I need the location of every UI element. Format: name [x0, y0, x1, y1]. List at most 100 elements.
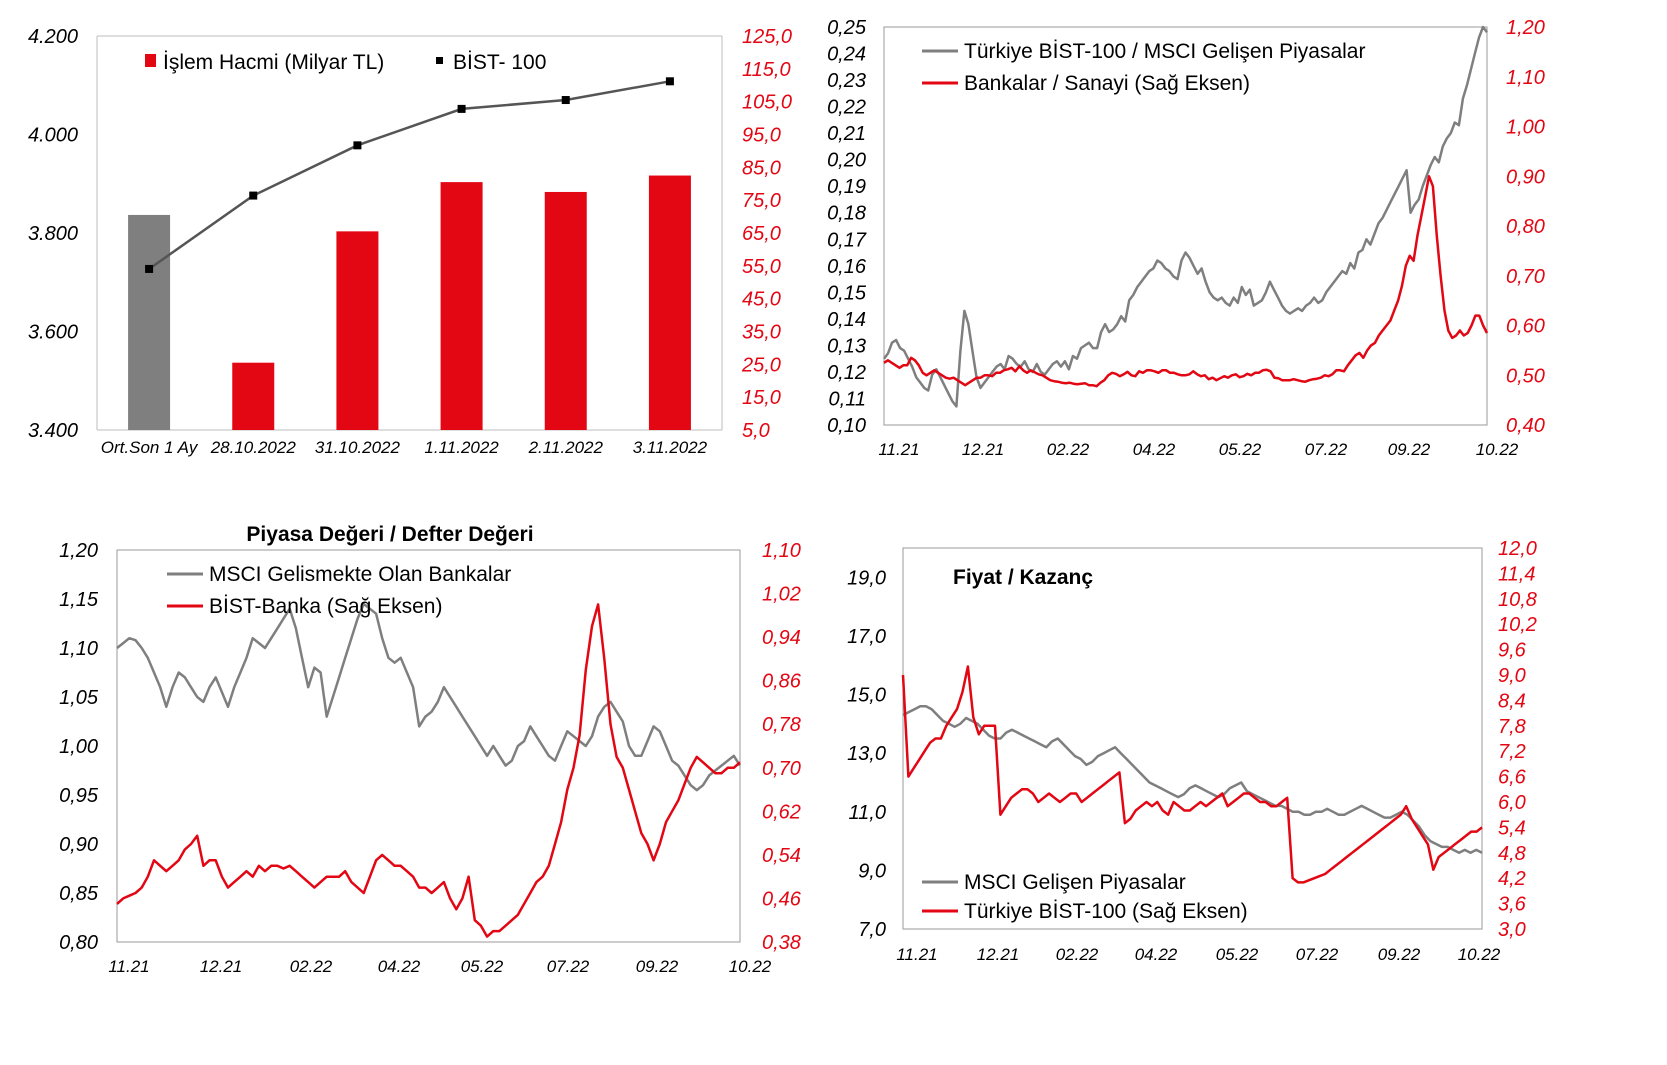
left-axis-tick: 0,18 — [827, 203, 866, 225]
right-axis-tick: 3,0 — [1498, 919, 1526, 941]
left-axis-tick: 9,0 — [858, 860, 886, 882]
right-axis-tick: 0,46 — [762, 888, 802, 910]
chart-islem-hacmi-bist100: 3.400 3.600 3.800 4.000 4.200 5,0 15,0 25,0 35,0… — [28, 26, 792, 457]
x-axis-tick: 12.21 — [200, 957, 243, 976]
x-axis-tick: 28.10.2022 — [210, 438, 297, 457]
line-msci-bankalar — [116, 602, 742, 792]
x-axis-tick: 1.11.2022 — [424, 438, 499, 457]
left-axis-tick: 3.600 — [28, 322, 78, 344]
legend-label: Türkiye BİST-100 / MSCI Gelişen Piyasala… — [964, 40, 1365, 63]
left-axis-tick: 0,80 — [59, 932, 98, 954]
line-bist-banka — [116, 603, 741, 938]
right-axis-tick: 8,4 — [1498, 690, 1526, 712]
right-axis-tick: 45,0 — [742, 289, 781, 311]
plot-frame — [116, 549, 741, 943]
right-axis-tick: 0,62 — [762, 801, 801, 823]
right-axis-tick: 1,02 — [762, 584, 801, 606]
right-axis-tick: 15,0 — [742, 387, 781, 409]
legend-swatch-bar — [145, 54, 156, 67]
right-axis-tick: 0,94 — [762, 627, 801, 649]
right-axis-tick: 9,6 — [1498, 640, 1527, 662]
right-axis-tick: 55,0 — [742, 256, 781, 278]
left-axis-tick: 0,22 — [827, 97, 866, 119]
x-axis-tick: 05.22 — [1219, 440, 1262, 459]
x-axis-tick: 09.22 — [1388, 440, 1431, 459]
right-axis-tick: 1,20 — [1506, 17, 1545, 39]
right-axis-tick: 65,0 — [742, 223, 781, 245]
x-axis-tick: 10.22 — [1476, 440, 1519, 459]
line-msci-gelisen-piyasalar — [902, 705, 1483, 855]
left-axis-tick: 0,14 — [827, 309, 866, 331]
right-axis-tick: 7,8 — [1498, 716, 1526, 738]
left-axis-tick: 0,24 — [827, 44, 866, 66]
left-axis-tick: 0,95 — [59, 785, 99, 807]
bar-islem-hacmi — [440, 182, 483, 430]
right-axis-tick: 1,00 — [1506, 117, 1545, 139]
right-axis-tick: 95,0 — [742, 125, 781, 147]
chart-piyasa-degeri-defter-degeri: Piyasa Değeri / Defter Değeri 0,80 0,85 0,9… — [59, 523, 802, 976]
bar-islem-hacmi — [544, 191, 587, 430]
left-axis-tick: 3.800 — [28, 223, 78, 245]
left-axis-tick: 17,0 — [847, 626, 886, 648]
left-axis-tick: 0,25 — [827, 17, 867, 39]
bar-islem-hacmi — [336, 231, 379, 430]
right-axis-tick: 0,38 — [762, 932, 801, 954]
right-axis-tick: 6,6 — [1498, 767, 1527, 789]
x-axis-tick: 11.21 — [108, 957, 149, 976]
x-axis-tick: 07.22 — [1296, 945, 1339, 964]
right-axis-tick: 4,2 — [1498, 868, 1526, 890]
x-axis-tick: 07.22 — [1305, 440, 1348, 459]
right-axis-tick: 0,40 — [1506, 415, 1545, 437]
right-axis-tick: 0,90 — [1506, 166, 1545, 188]
line-bankalar-sanayi — [883, 175, 1489, 388]
left-axis-tick: 1,10 — [59, 638, 98, 660]
x-axis-tick: 04.22 — [1135, 945, 1178, 964]
left-axis-tick: 0,90 — [59, 834, 98, 856]
left-axis-tick: 19,0 — [847, 567, 886, 589]
x-axis-tick: 12.21 — [977, 945, 1020, 964]
plot-frame — [902, 547, 1483, 930]
x-axis-tick: 09.22 — [636, 957, 679, 976]
right-axis-tick: 1,10 — [762, 540, 801, 562]
right-axis-tick: 0,70 — [1506, 266, 1545, 288]
x-axis-tick: 09.22 — [1378, 945, 1421, 964]
line-bist100-msci — [883, 25, 1488, 408]
legend-label: İşlem Hacmi (Milyar TL) — [163, 51, 384, 74]
legend-label: MSCI Gelismekte Olan Bankalar — [209, 563, 511, 586]
right-axis-tick: 25,0 — [741, 354, 781, 376]
left-axis-tick: 15,0 — [847, 685, 886, 707]
x-axis-tick: 04.22 — [1133, 440, 1176, 459]
x-axis-tick: Ort.Son 1 Ay — [101, 438, 199, 457]
x-axis-tick: 02.22 — [1047, 440, 1090, 459]
left-axis-tick: 0,17 — [827, 229, 867, 251]
x-axis-tick: 2.11.2022 — [528, 438, 604, 457]
x-axis-tick: 02.22 — [1056, 945, 1099, 964]
x-axis-tick: 31.10.2022 — [315, 438, 401, 457]
right-axis-tick: 115,0 — [742, 59, 791, 81]
right-axis-tick: 4,8 — [1498, 843, 1526, 865]
left-axis-tick: 1,05 — [59, 687, 99, 709]
right-axis-tick: 5,4 — [1498, 817, 1526, 839]
right-axis-tick: 105,0 — [742, 92, 792, 114]
left-axis-tick: 0,10 — [827, 415, 866, 437]
chart-title: Fiyat / Kazanç — [953, 566, 1093, 589]
left-axis-tick: 0,19 — [827, 176, 866, 198]
x-axis-tick: 05.22 — [461, 957, 504, 976]
left-axis-tick: 4.000 — [28, 125, 78, 147]
marker-bist-100 — [249, 191, 258, 200]
x-axis-tick: 11.21 — [896, 945, 937, 964]
marker-bist-100 — [353, 141, 362, 150]
bar-islem-hacmi — [648, 175, 691, 430]
x-axis-tick: 07.22 — [547, 957, 590, 976]
right-axis-tick: 0,80 — [1506, 216, 1545, 238]
left-axis-tick: 0,11 — [829, 388, 866, 410]
left-axis-tick: 4.200 — [28, 26, 78, 48]
chart-bist100-msci-bankalar-sanayi: 0,10 0,11 0,12 0,13 0,14 0,15 0,16 0,17 0,18 0,19… — [827, 17, 1545, 459]
legend-label: MSCI Gelişen Piyasalar — [964, 871, 1186, 894]
right-axis-tick: 12,0 — [1498, 538, 1537, 560]
right-axis-tick: 0,70 — [762, 758, 801, 780]
x-axis-tick: 10.22 — [1458, 945, 1501, 964]
left-axis-tick: 13,0 — [847, 743, 886, 765]
marker-bist-100 — [145, 264, 154, 273]
